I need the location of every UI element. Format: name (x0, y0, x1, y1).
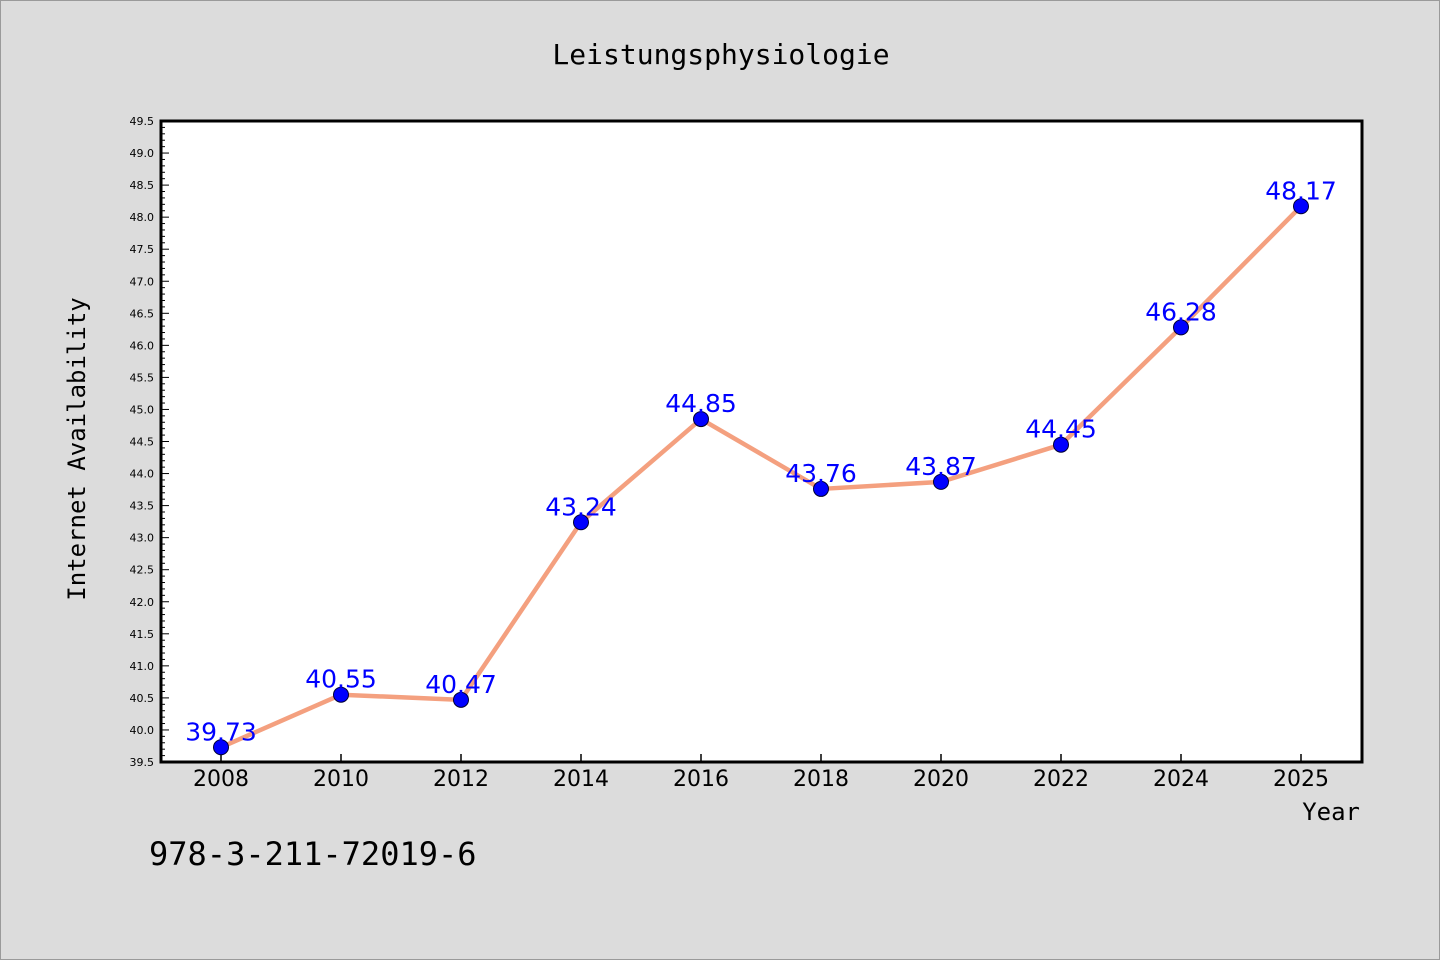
y-tick-label: 45.0 (130, 403, 155, 416)
x-tick-label: 2012 (433, 767, 489, 792)
data-point (1173, 319, 1189, 336)
y-tick-label: 42.0 (130, 596, 155, 609)
y-tick-label: 46.0 (130, 339, 155, 352)
data-point (573, 514, 589, 531)
y-tick-label: 46.5 (130, 307, 155, 320)
y-tick-label: 49.0 (130, 147, 155, 160)
y-tick-label: 43.5 (130, 500, 155, 513)
data-point (1293, 198, 1309, 215)
series-group: 39.73 40.55 40.47 43.24 44.85 43.76 43.87 44.45… (185, 176, 1337, 756)
y-tick-label: 39.5 (130, 756, 155, 769)
y-tick-label: 44.0 (130, 468, 155, 481)
y-tick-label: 47.0 (130, 275, 155, 288)
data-point (693, 411, 709, 428)
y-tick-label: 43.0 (130, 532, 155, 545)
data-label: 43.87 (905, 452, 977, 481)
data-label: 48.17 (1265, 176, 1337, 205)
data-point (213, 739, 229, 756)
y-tick-label: 45.5 (130, 371, 155, 384)
data-label: 39.73 (185, 717, 257, 746)
y-tick-label: 48.5 (130, 179, 155, 192)
data-point (933, 473, 949, 490)
data-label: 46.28 (1145, 297, 1217, 326)
x-tick-label: 2016 (673, 767, 729, 792)
data-point (453, 691, 469, 708)
x-tick-label: 2008 (193, 767, 249, 792)
x-tick-label: 2024 (1153, 767, 1209, 792)
y-tick-label: 40.0 (130, 724, 155, 737)
footer-isbn: 978-3-211-72019-6 (149, 835, 477, 873)
x-tick-label: 2022 (1033, 767, 1089, 792)
y-tick-label: 44.5 (130, 436, 155, 449)
x-tick-label: 2020 (913, 767, 969, 792)
data-label: 43.24 (545, 492, 617, 521)
x-tick-label: 2014 (553, 767, 609, 792)
x-axis: 2008 2010 2012 2014 2016 2018 2020 2022 2024 2025 (193, 754, 1329, 792)
y-tick-label: 47.5 (130, 243, 155, 256)
y-tick-label: 41.0 (130, 660, 155, 673)
x-tick-label: 2010 (313, 767, 369, 792)
data-label: 44.45 (1025, 415, 1097, 444)
y-tick-label: 49.5 (130, 115, 155, 128)
y-axis-title: Internet Availability (63, 297, 91, 600)
x-tick-label: 2018 (793, 767, 849, 792)
data-label: 40.55 (305, 665, 377, 694)
series-line (218, 204, 1304, 750)
y-tick-label: 42.5 (130, 564, 155, 577)
data-point (1053, 436, 1069, 453)
y-tick-label: 48.0 (130, 211, 155, 224)
plot-area (159, 119, 1364, 764)
x-tick-label: 2025 (1273, 767, 1329, 792)
data-label: 44.85 (665, 389, 737, 418)
data-label: 40.47 (425, 670, 497, 699)
chart-title: Leistungsphysiologie (552, 38, 889, 71)
data-point (813, 480, 829, 497)
y-axis: 39.5 40.0 40.5 41.0 41.5 42.0 42.5 43.0 43.5 44.0… (130, 115, 169, 769)
y-tick-label: 40.5 (130, 692, 155, 705)
x-axis-title: Year (1302, 798, 1360, 826)
data-point (333, 686, 349, 703)
y-tick-label: 41.5 (130, 628, 155, 641)
data-label: 43.76 (785, 459, 857, 488)
